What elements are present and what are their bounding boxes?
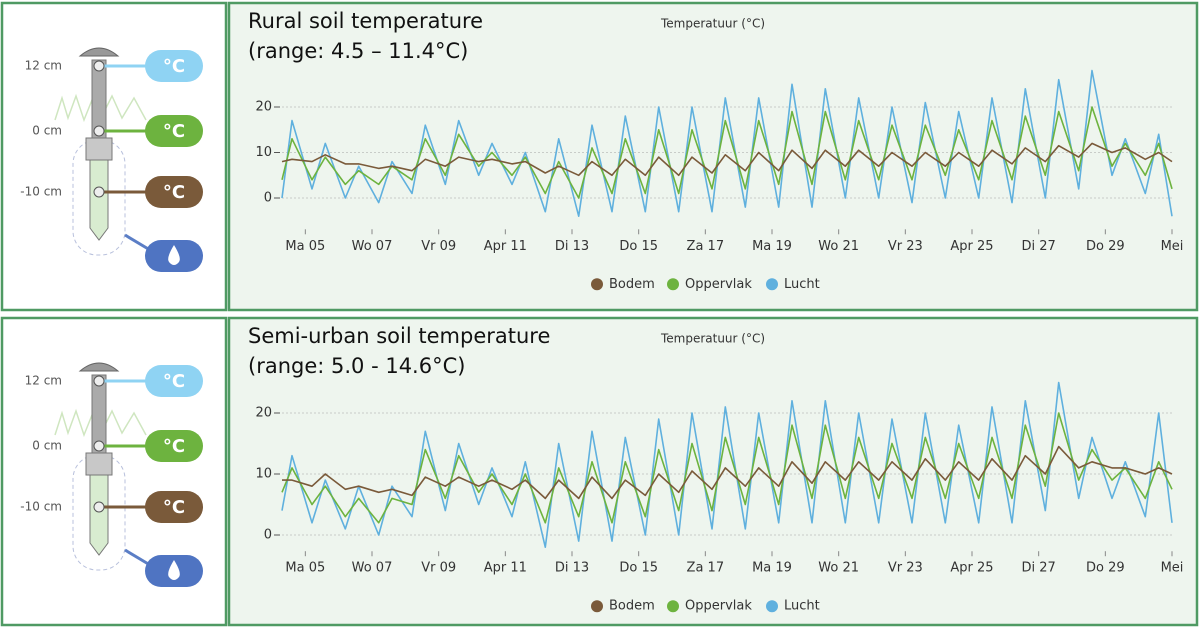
y-tick-label: 10 [255,145,272,160]
badge [145,176,203,208]
badge-label: °C [163,371,185,392]
sensor-node [93,60,105,72]
y-tick-label: 10 [255,467,272,482]
sensor-link [124,548,151,567]
drop-icon [168,245,180,265]
legend-label: Lucht [784,599,820,614]
chart-subtitle: (range: 4.5 – 11.4°C) [248,39,468,63]
x-tick-label: Vr 23 [888,561,923,576]
y-tick-label: 0 [264,528,272,543]
legend-marker [766,600,778,613]
x-tick-label: Apr 11 [484,239,527,254]
x-tick-label: Do 15 [619,239,658,254]
legend-marker [766,278,778,291]
badge [145,430,203,462]
cap [78,362,120,372]
y-tick-label: 20 [255,100,272,115]
legend-label: Bodem [609,599,655,614]
badge [145,365,203,397]
sensor-link [124,233,151,252]
x-tick-label: Vr 09 [421,239,456,254]
x-tick-label: Do 29 [1086,561,1125,576]
drop-icon [168,560,180,580]
x-tick-label: Mei [1161,239,1184,254]
sensor-node [93,186,105,198]
x-tick-label: Di 13 [555,561,589,576]
depth-label: -10 cm [20,500,62,514]
x-tick-label: Do 15 [619,561,658,576]
x-tick-label: Vr 23 [888,239,923,254]
y-tick-label: 20 [255,406,272,421]
legend-label: Bodem [609,277,655,292]
legend-marker [667,278,679,291]
series-line [281,412,1173,524]
badge [145,50,203,82]
series-line [282,445,1173,500]
x-tick-label: Apr 25 [950,561,993,576]
legend-label: Lucht [784,277,820,292]
series-line [281,381,1173,548]
legend-label: Oppervlak [685,599,752,614]
x-tick-label: Apr 11 [484,561,527,576]
x-tick-label: Mei [1161,561,1184,576]
chart-panel [227,316,1199,627]
x-tick-label: Wo 07 [352,239,393,254]
x-tick-label: Ma 19 [752,239,792,254]
sensor-node [93,440,105,452]
badge-label: °C [163,121,185,142]
series-line [281,106,1173,199]
probe [89,474,109,556]
depth-label: 12 cm [25,59,62,73]
body [85,452,113,476]
chart-panel [227,1,1199,312]
x-tick-label: Di 13 [555,239,589,254]
x-tick-label: Ma 19 [752,561,792,576]
legend-marker [591,600,603,613]
depth-label: 12 cm [25,374,62,388]
sensor-diagram: 12 cm °C 0 cm °C -10 cm °C [20,362,203,587]
badge [145,115,203,147]
x-tick-label: Ma 05 [285,239,325,254]
x-tick-label: Wo 21 [818,561,859,576]
y-axis-label: Temperatuur (°C) [660,332,765,346]
sensor-node [93,501,105,513]
cap [78,47,120,57]
series-line [281,142,1173,177]
x-tick-label: Za 17 [687,239,725,254]
x-tick-label: Apr 25 [950,239,993,254]
legend-label: Oppervlak [685,277,752,292]
chart-subtitle: (range: 5.0 - 14.6°C) [248,354,465,378]
x-tick-label: Ma 05 [285,561,325,576]
x-tick-label: Do 29 [1086,239,1125,254]
sensor-diagram: 12 cm °C 0 cm °C -10 cm °C [20,47,203,272]
chart-title: Rural soil temperature [248,9,483,33]
sensor-node [93,125,105,137]
body [85,137,113,161]
badge-label: °C [163,436,185,457]
x-tick-label: Di 27 [1022,239,1056,254]
chart-title: Semi-urban soil temperature [248,324,550,348]
legend-marker [591,278,603,291]
y-tick-label: 0 [264,191,272,206]
series-line [281,69,1173,217]
depth-label: 0 cm [32,124,62,138]
x-tick-label: Za 17 [687,561,725,576]
probe [89,159,109,241]
x-tick-label: Vr 09 [421,561,456,576]
badge-label: °C [163,497,185,518]
x-tick-label: Wo 07 [352,561,393,576]
badge-label: °C [163,182,185,203]
depth-label: -10 cm [20,185,62,199]
badge [145,491,203,523]
x-tick-label: Di 27 [1022,561,1056,576]
y-axis-label: Temperatuur (°C) [660,17,765,31]
depth-label: 0 cm [32,439,62,453]
x-tick-label: Wo 21 [818,239,859,254]
badge-label: °C [163,56,185,77]
legend-marker [667,600,679,613]
sensor-node [93,375,105,387]
